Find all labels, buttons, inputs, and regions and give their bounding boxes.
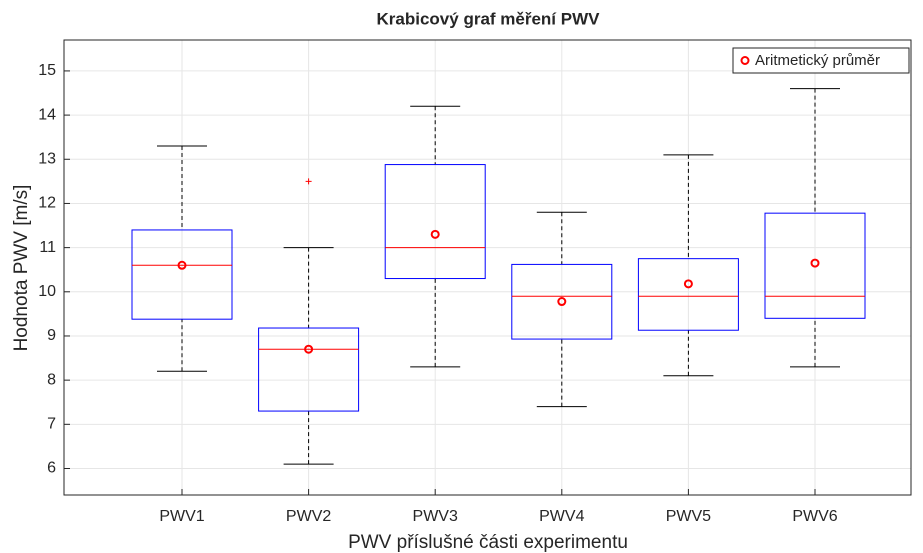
y-tick-label: 13 — [38, 150, 56, 167]
mean-marker — [557, 297, 567, 307]
legend-marker — [740, 56, 750, 65]
chart-title: Krabicový graf měření PWV — [377, 9, 601, 28]
box — [764, 212, 866, 319]
box — [637, 258, 739, 331]
box — [384, 164, 486, 280]
y-tick-label: 14 — [38, 106, 56, 123]
box — [511, 263, 613, 340]
y-tick-label: 15 — [38, 62, 56, 79]
mean-marker — [304, 344, 314, 354]
box — [258, 327, 360, 412]
y-tick-label: 8 — [47, 371, 56, 388]
y-axis-label: Hodnota PWV [m/s] — [11, 185, 32, 352]
box — [131, 229, 233, 320]
legend-box — [732, 47, 910, 74]
mean-marker — [430, 229, 440, 239]
y-tick-label: 7 — [47, 416, 56, 433]
legend-label: Aritmetický průměr — [755, 52, 880, 69]
mean-marker — [177, 260, 187, 270]
x-axis-label: PWV příslušné části experimentu — [348, 532, 628, 553]
x-tick-label: PWV5 — [666, 508, 711, 525]
y-tick-label: 6 — [47, 460, 56, 477]
x-tick-label: PWV2 — [286, 508, 331, 525]
mean-marker — [683, 279, 693, 289]
x-tick-label: PWV1 — [159, 508, 204, 525]
axes-frame — [63, 39, 912, 496]
plot-area — [64, 40, 911, 495]
mean-marker — [810, 258, 820, 268]
y-tick-label: 11 — [39, 239, 56, 256]
x-tick-label: PWV4 — [539, 508, 584, 525]
y-tick-label: 10 — [38, 283, 56, 300]
y-tick-label: 9 — [47, 327, 56, 344]
outlier — [305, 178, 312, 185]
x-tick-label: PWV6 — [792, 508, 837, 525]
x-tick-label: PWV3 — [413, 508, 458, 525]
y-tick-label: 12 — [38, 195, 56, 212]
